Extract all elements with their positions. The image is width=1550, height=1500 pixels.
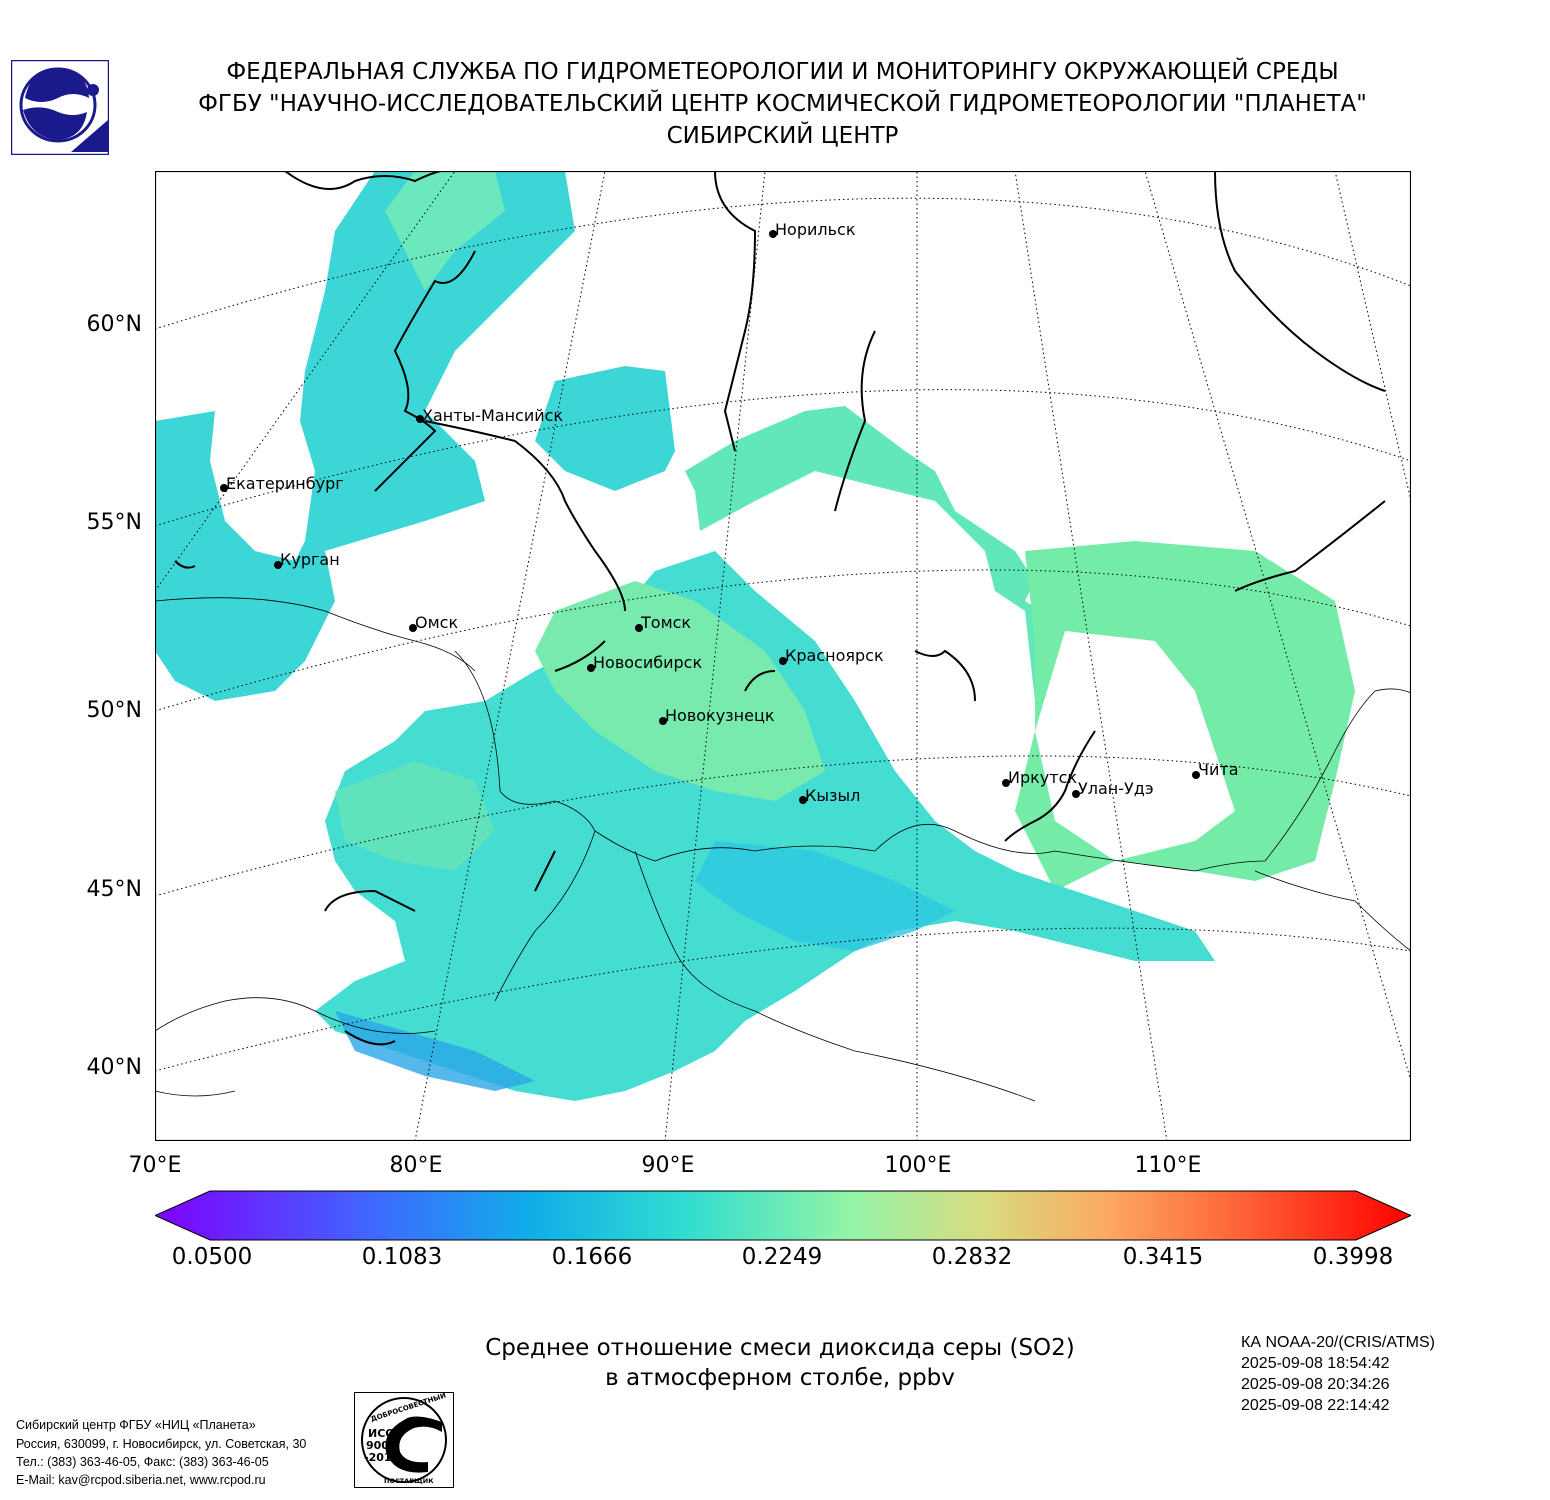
pass-time-2: 2025-09-08 20:34:26 [1241,1376,1390,1393]
colorbar-tick-1: 0.1083 [361,1244,443,1270]
map-caption-line-2: в атмосферном столбе, ppbv [605,1365,955,1391]
iso-stamp-iso: ИСО [368,1427,395,1440]
city-irkutsk: Иркутск [1008,768,1077,787]
header-line-1: ФЕДЕРАЛЬНАЯ СЛУЖБА ПО ГИДРОМЕТЕОРОЛОГИИ … [226,59,1339,85]
lat-label-50: 50°N [86,698,142,723]
footer-email: E-Mail: kav@rcpod.siberia.net, www.rcpod… [16,1473,266,1487]
header-line-3: СИБИРСКИЙ ЦЕНТР [666,123,899,149]
country-borders [155,597,1411,1102]
so2-map: Норильск Ханты-Мансийск Екатеринбург Кур… [154,170,1412,1142]
colorbar-tick-2: 0.1666 [551,1244,633,1270]
roshydromet-logo-icon [10,59,110,156]
iso-stamp-num: 9001 [366,1439,397,1452]
lon-label-80: 80°E [389,1153,443,1178]
satellite-name: КА NOAA-20/(CRIS/ATMS) [1241,1334,1435,1351]
city-chita: Чита [1198,760,1239,779]
lat-label-45: 45°N [86,877,142,902]
colorbar [153,1190,1413,1241]
lat-label-55: 55°N [86,510,142,535]
city-novokuznetsk: Новокузнецк [665,706,775,725]
iso-stamp-bottom: ПОСТАВЩИК [384,1477,434,1485]
city-kurgan: Курган [280,550,340,569]
city-novosibirsk: Новосибирск [593,653,702,672]
city-omsk: Омск [415,613,458,632]
lon-label-90: 90°E [641,1153,695,1178]
map-caption-line-1: Среднее отношение смеси диоксида серы (S… [485,1335,1075,1361]
coastlines-rivers [174,171,1386,1046]
colorbar-tick-5: 0.3415 [1122,1244,1204,1270]
lon-label-110: 110°E [1134,1153,1202,1178]
lat-label-60: 60°N [86,312,142,337]
city-khanty-mansiysk: Ханты-Мансийск [422,406,563,425]
iso-certification-stamp-icon: ДОБРОСОВЕСТНЫЙ ИСО 9001 -2015 ПОСТАВЩИК [354,1390,454,1488]
lon-label-70: 70°E [128,1153,182,1178]
city-kyzyl: Кызыл [805,786,860,805]
city-norilsk: Норильск [775,220,856,239]
footer-org: Сибирский центр ФГБУ «НИЦ «Планета» [16,1418,256,1432]
city-ulan-ude: Улан-Удэ [1078,779,1154,798]
lat-label-40: 40°N [86,1055,142,1080]
colorbar-tick-6: 0.3998 [1312,1244,1394,1270]
lon-label-100: 100°E [884,1153,952,1178]
city-yekaterinburg: Екатеринбург [226,474,344,493]
footer-address: Россия, 630099, г. Новосибирск, ул. Сове… [16,1437,307,1451]
city-markers: Норильск Ханты-Мансийск Екатеринбург Кур… [220,220,1239,805]
colorbar-tick-0: 0.0500 [171,1244,253,1270]
city-tomsk: Томск [640,613,691,632]
city-krasnoyarsk: Красноярск [785,646,884,665]
graticule [155,171,1411,1141]
footer-phone: Тел.: (383) 363-46-05, Факс: (383) 363-4… [16,1455,269,1469]
iso-stamp-year: -2015 [364,1451,399,1464]
pass-time-3: 2025-09-08 22:14:42 [1241,1397,1390,1414]
colorbar-tick-4: 0.2832 [931,1244,1013,1270]
header-line-2: ФГБУ "НАУЧНО-ИССЛЕДОВАТЕЛЬСКИЙ ЦЕНТР КОС… [198,91,1367,117]
so2-field [155,171,1355,1101]
pass-time-1: 2025-09-08 18:54:42 [1241,1355,1390,1372]
colorbar-tick-3: 0.2249 [741,1244,823,1270]
